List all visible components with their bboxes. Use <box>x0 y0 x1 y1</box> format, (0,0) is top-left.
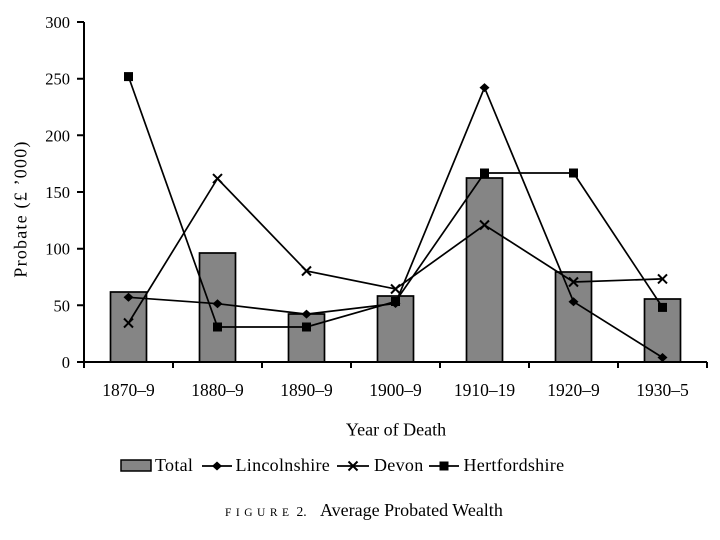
svg-text:1870–9: 1870–9 <box>102 380 155 400</box>
svg-text:Devon: Devon <box>374 455 424 475</box>
svg-text:Hertfordshire: Hertfordshire <box>464 455 565 475</box>
svg-text:50: 50 <box>54 296 71 315</box>
svg-text:100: 100 <box>45 240 70 259</box>
svg-text:1900–9: 1900–9 <box>369 380 422 400</box>
svg-text:1930–5: 1930–5 <box>636 380 689 400</box>
svg-text:Total: Total <box>155 455 193 475</box>
svg-text:Average Probated Wealth: Average Probated Wealth <box>320 500 503 520</box>
svg-text:200: 200 <box>45 126 70 145</box>
svg-text:2.: 2. <box>297 504 307 519</box>
svg-text:300: 300 <box>45 13 70 32</box>
svg-text:1910–19: 1910–19 <box>454 380 516 400</box>
svg-text:150: 150 <box>45 183 70 202</box>
svg-text:FIGURE: FIGURE <box>225 507 294 519</box>
svg-text:0: 0 <box>62 353 70 372</box>
svg-text:250: 250 <box>45 70 70 89</box>
svg-text:1920–9: 1920–9 <box>547 380 600 400</box>
svg-text:1880–9: 1880–9 <box>191 380 244 400</box>
svg-text:1890–9: 1890–9 <box>280 380 333 400</box>
svg-text:Lincolnshire: Lincolnshire <box>236 455 331 475</box>
svg-text:Year of Death: Year of Death <box>346 420 446 440</box>
svg-text:Probate (£ ’000): Probate (£ ’000) <box>11 140 32 277</box>
